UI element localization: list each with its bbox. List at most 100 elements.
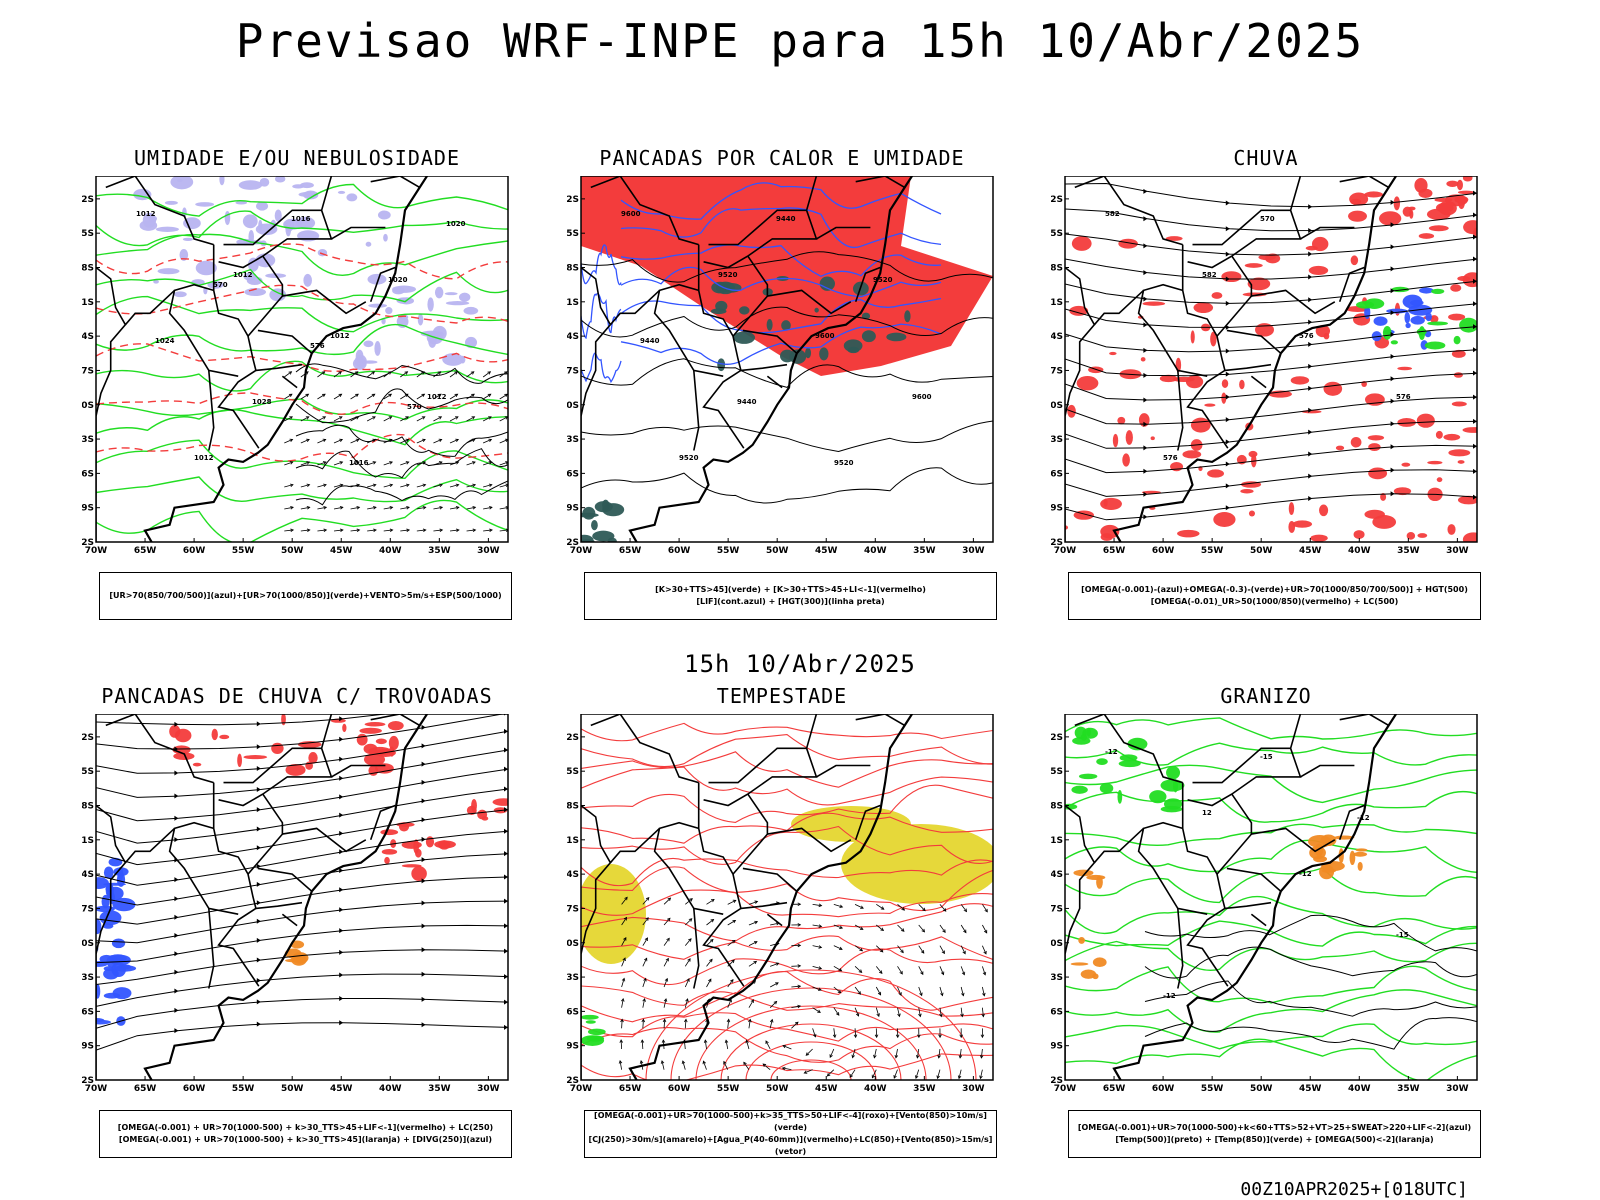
- map-fields: [581, 714, 993, 1080]
- contour-label: 1012: [330, 332, 350, 340]
- longitude-tick-label: 45W: [1299, 1084, 1322, 1094]
- latitude-tick-label: 30S: [1051, 401, 1063, 411]
- longitude-tick-label: 70W: [570, 1084, 593, 1094]
- border-line: [1338, 804, 1365, 841]
- border-line: [218, 176, 333, 269]
- contour-label: -12: [1299, 870, 1312, 878]
- latitude-tick-label: 15S: [1051, 767, 1063, 777]
- latitude-tick-label: 42S: [82, 538, 94, 548]
- map-fields: -12 12 -12 -15 -12 -15 -12: [1065, 714, 1477, 1080]
- forecast-map: 12S 15S 18S 21S 24S 27S 30S 33S 36S 39S 42S70W 65W 6…: [82, 714, 512, 1104]
- legend-box: [OMEGA(-0.001) + UR>70(1000-500) + k>30_…: [99, 1110, 512, 1158]
- border-line: [1224, 363, 1272, 372]
- latitude-tick-label: 15S: [82, 229, 94, 239]
- border-line: [590, 176, 699, 246]
- latitude-tick-label: 36S: [1051, 469, 1063, 479]
- latitude-tick-label: 36S: [567, 1007, 579, 1017]
- legend-line: [UR>70(850/700/500)](azul)+[UR>70(1000/8…: [109, 591, 502, 600]
- border-line: [1250, 375, 1267, 389]
- border-line: [609, 827, 661, 864]
- border-line: [223, 747, 322, 784]
- legend-line: [K>30+TTS>45](verde) + [K>30+TTS>45+LI<-…: [655, 585, 926, 594]
- border-line: [124, 827, 176, 864]
- longitude-tick-label: 65W: [134, 546, 157, 556]
- map-frame: [580, 176, 994, 543]
- border-line: [708, 209, 807, 246]
- contour-label: 1012: [233, 271, 253, 279]
- border-line: [581, 804, 612, 1080]
- longitude-tick-label: 35W: [428, 546, 451, 556]
- contour-label: -12: [1357, 814, 1370, 822]
- contour-label: -12: [1163, 992, 1176, 1000]
- latitude-tick-label: 12S: [82, 733, 94, 743]
- latitude-tick-label: 42S: [567, 538, 579, 548]
- longitude-tick-label: 45W: [1299, 546, 1322, 556]
- forecast-time-subtitle: 15h 10/Abr/2025: [684, 650, 916, 678]
- forecast-map: 582 582 576 576 576 570 12S 15S 18S 21S 24S 27S 30S 3…: [1051, 176, 1481, 566]
- border-line: [708, 747, 807, 784]
- longitude-tick-label: 35W: [913, 546, 936, 556]
- longitude-tick-label: 45W: [330, 1084, 353, 1094]
- border-line: [1299, 226, 1355, 240]
- latitude-tick-label: 21S: [1051, 298, 1063, 308]
- latitude-tick-label: 42S: [567, 1076, 579, 1086]
- contour-label: 570: [1260, 215, 1275, 223]
- panel-title: GRANIZO: [1220, 684, 1312, 708]
- panel-title: UMIDADE E/OU NEBULOSIDADE: [133, 146, 461, 170]
- latitude-tick-label: 21S: [82, 836, 94, 846]
- longitude-tick-label: 55W: [717, 1084, 740, 1094]
- longitude-tick-label: 50W: [281, 546, 304, 556]
- contour-label: 1016: [349, 459, 369, 467]
- longitude-tick-label: 30W: [477, 1084, 500, 1094]
- longitude-tick-label: 70W: [1054, 546, 1077, 556]
- border-line: [96, 266, 127, 542]
- longitude-tick-label: 30W: [1446, 1084, 1469, 1094]
- longitude-tick-label: 50W: [281, 1084, 304, 1094]
- longitude-tick-label: 45W: [815, 546, 838, 556]
- map-frame: [580, 714, 994, 1081]
- latitude-tick-label: 15S: [1051, 229, 1063, 239]
- border-line: [96, 804, 127, 1080]
- border-line: [742, 329, 798, 354]
- border-line: [1226, 867, 1282, 892]
- legend-box: [OMEGA(-0.001)-(azul)+OMEGA(-0.3)-(verde…: [1068, 572, 1481, 620]
- longitude-tick-label: 50W: [1250, 1084, 1273, 1094]
- legend-line: [Temp(500)](preto) + [Temp(850)](verde) …: [1115, 1135, 1434, 1144]
- latitude-tick-label: 18S: [82, 802, 94, 812]
- latitude-tick-label: 12S: [1051, 195, 1063, 205]
- map-canvas: 582 582 576 576 576 570 12S 15S 18S 21S 24S 27S 30S 3…: [1051, 176, 1478, 556]
- border-line: [740, 901, 788, 910]
- map-canvas: 12S 15S 18S 21S 24S 27S 30S 33S 36S 39S 42S70W 65W 6…: [82, 714, 509, 1094]
- longitude-tick-label: 60W: [668, 1084, 691, 1094]
- border-line: [581, 266, 612, 542]
- border-line: [767, 827, 852, 853]
- longitude-tick-label: 40W: [379, 1084, 402, 1094]
- border-line: [1251, 827, 1336, 853]
- latitude-tick-label: 30S: [82, 401, 94, 411]
- latitude-tick-label: 33S: [82, 435, 94, 445]
- border-line: [854, 804, 881, 841]
- contour-label: 1028: [252, 398, 272, 406]
- panel-title: TEMPESTADE: [716, 684, 848, 708]
- border-line: [740, 363, 788, 372]
- map-frame: [1064, 176, 1478, 543]
- map-fields: 1012 1012 1012 1012 1012 1016 1020 1024 1028 1016…: [96, 176, 508, 542]
- contour-label: 1020: [388, 276, 408, 284]
- latitude-tick-label: 12S: [567, 195, 579, 205]
- border-line: [1187, 176, 1302, 269]
- latitude-tick-label: 39S: [82, 504, 94, 514]
- longitude-tick-label: 60W: [668, 546, 691, 556]
- border-line: [257, 867, 313, 892]
- longitude-tick-label: 40W: [379, 546, 402, 556]
- latitude-tick-label: 24S: [1051, 332, 1063, 342]
- latitude-tick-label: 21S: [1051, 836, 1063, 846]
- map-canvas: 1012 1012 1012 1012 1012 1016 1020 1024 1028 1016…: [82, 176, 509, 556]
- latitude-tick-label: 27S: [1051, 366, 1063, 376]
- contour-label: 9520: [873, 276, 893, 284]
- border-line: [767, 289, 852, 315]
- border-line: [815, 226, 871, 240]
- longitude-tick-label: 40W: [1348, 546, 1371, 556]
- contour-label: 1012: [427, 393, 447, 401]
- border-line: [1093, 289, 1145, 326]
- longitude-tick-label: 55W: [717, 546, 740, 556]
